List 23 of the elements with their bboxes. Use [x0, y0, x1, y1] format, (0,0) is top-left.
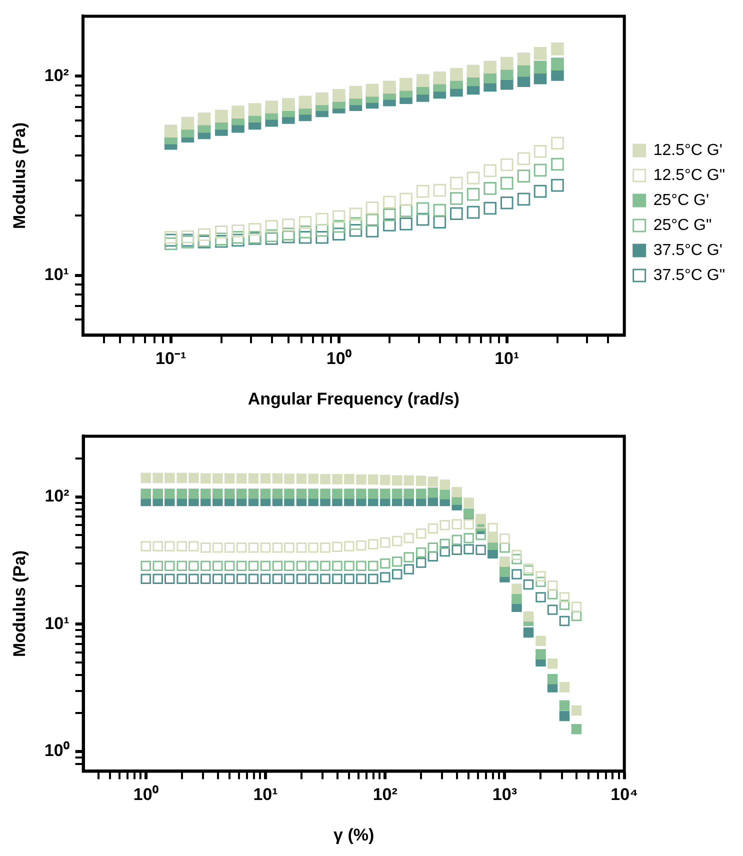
x-axis-title: γ (%) [334, 825, 374, 844]
x-tick-label: 10⁰ [133, 785, 158, 804]
legend-label: 25°C G' [653, 192, 710, 209]
x-tick-label: 10⁻¹ [156, 349, 186, 368]
x-tick-label: 10¹ [253, 785, 278, 804]
y-tick-label: 10² [44, 66, 70, 85]
legend-label: 12.5°C G' [653, 142, 722, 159]
x-tick-label: 10² [372, 785, 398, 804]
y-axis-title: Modulus (Pa) [10, 122, 29, 230]
legend-label: 37.5°C G' [653, 242, 722, 259]
x-tick-label: 10⁰ [326, 349, 352, 368]
x-tick-label: 10³ [492, 785, 518, 804]
legend-label: 25°C G" [653, 216, 712, 234]
y-axis-title: Modulus (Pa) [10, 550, 29, 658]
y-tick-label: 10⁰ [44, 741, 70, 760]
y-tick-label: 10¹ [44, 264, 70, 284]
y-tick-label: 10¹ [44, 614, 70, 633]
legend-label: 37.5°C G" [653, 266, 726, 284]
legend-label: 12.5°C G" [653, 166, 726, 184]
x-axis-title: Angular Frequency (rad/s) [248, 389, 460, 408]
x-tick-label: 10¹ [494, 349, 520, 368]
x-tick-label: 10⁴ [610, 785, 638, 804]
y-tick-label: 10² [44, 486, 70, 506]
